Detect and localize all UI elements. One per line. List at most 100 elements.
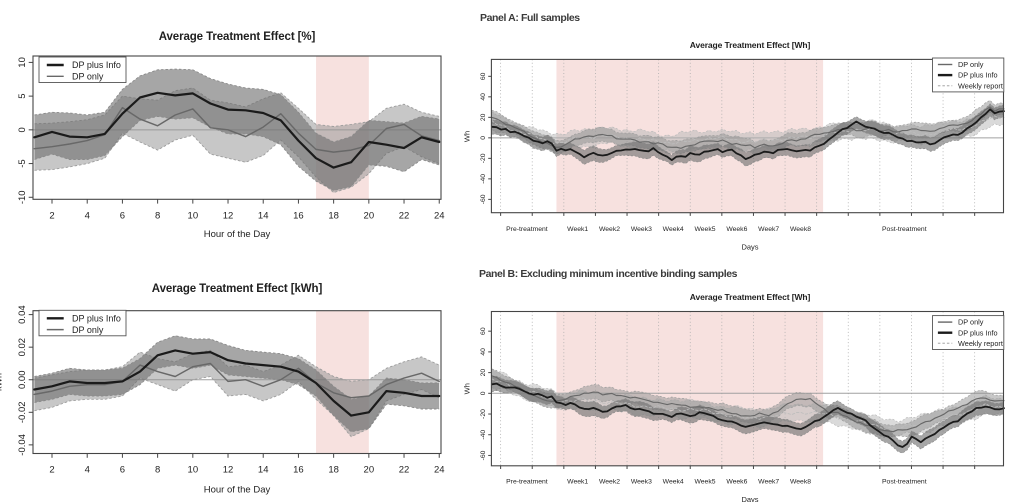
chart-ate-kwh: 2 4 6 8 10 12 14 16 18 20 22 24 -0.04 -0.02 0.00 0.02 0.… bbox=[0, 252, 460, 502]
legend-label-dp_plus_info: DP plus Info bbox=[958, 71, 998, 80]
legend-label-dp_only: DP only bbox=[958, 60, 984, 69]
series-line-weekly_report bbox=[491, 378, 1005, 430]
band-edge-dp_plus_info-upper bbox=[491, 103, 1005, 156]
band-edge-dp_only-upper bbox=[491, 368, 1005, 427]
ate-wh-panel-b-ylabel: Wh bbox=[463, 383, 472, 394]
plot-box bbox=[32, 55, 442, 200]
series-line-dp_only bbox=[33, 362, 440, 399]
band-edge-weekly_report-lower bbox=[491, 387, 1005, 439]
x-tick-label: 14 bbox=[258, 211, 269, 222]
y-tick-label: 0 bbox=[17, 127, 28, 132]
y-tick-label: -5 bbox=[17, 159, 28, 167]
x-tick-label: 18 bbox=[328, 464, 339, 475]
y-tick-label: 40 bbox=[480, 93, 487, 101]
x-tick-label: 24 bbox=[434, 464, 445, 475]
x-period-label: Week7 bbox=[758, 226, 779, 233]
plot-box bbox=[490, 310, 1005, 467]
y-tick-label: 40 bbox=[480, 348, 487, 356]
band-edge-dp_plus_info-lower bbox=[34, 364, 440, 433]
ate-percent-title: Average Treatment Effect [%] bbox=[159, 31, 316, 43]
x-period-label: Week3 bbox=[631, 479, 652, 486]
band-edge-dp_plus_info-lower bbox=[491, 115, 1005, 167]
ate-wh-panel-a-xlabel: Days bbox=[741, 243, 758, 252]
x-period-label: Post-treatment bbox=[882, 479, 927, 486]
ate-wh-panel-a-ylabel: Wh bbox=[463, 131, 472, 142]
x-period-label: Week5 bbox=[694, 226, 715, 233]
band-edge-weekly_report-upper bbox=[491, 369, 1005, 423]
x-period-label: Week6 bbox=[726, 479, 747, 486]
legend-label-dp_only: DP only bbox=[72, 71, 104, 81]
y-tick-label: 20 bbox=[480, 113, 487, 121]
band-dp_plus_info bbox=[34, 69, 440, 191]
legend-label-weekly_report: Weekly report bbox=[958, 81, 1003, 90]
y-tick-label: 0 bbox=[480, 136, 487, 140]
x-tick-label: 16 bbox=[293, 464, 304, 475]
band-edge-dp_only-lower bbox=[34, 132, 440, 194]
x-period-label: Week1 bbox=[567, 226, 588, 233]
x-period-label: Week4 bbox=[663, 479, 684, 486]
plot-box bbox=[490, 58, 1005, 214]
chart-ate-wh-panel-b: Pre-treatment Week1 Week2 Week3 Week4 Week5 We… bbox=[460, 252, 1024, 502]
y-tick-label: 0.04 bbox=[17, 305, 28, 323]
ate-kwh-xlabel: Hour of the Day bbox=[204, 484, 271, 495]
legend-box bbox=[38, 309, 127, 337]
y-tick-label: 5 bbox=[17, 93, 28, 98]
x-period-label: Week8 bbox=[790, 479, 811, 486]
x-period-label: Week2 bbox=[599, 226, 620, 233]
ate-wh-panel-b-xlabel: Days bbox=[741, 495, 758, 502]
x-period-label: Week3 bbox=[631, 226, 652, 233]
x-tick-label: 14 bbox=[258, 464, 269, 475]
y-tick-label: 60 bbox=[480, 327, 487, 335]
y-tick-label: 0.02 bbox=[17, 338, 28, 357]
x-tick-label: 12 bbox=[223, 211, 234, 222]
x-period-label: Week8 bbox=[790, 226, 811, 233]
legend-box bbox=[38, 56, 127, 83]
y-tick-label: 60 bbox=[480, 72, 487, 80]
chart-ate-percent: 2 4 6 8 10 12 14 16 18 20 22 24 -10 -5 0 5 10 Average Tre… bbox=[0, 0, 460, 252]
x-tick-label: 10 bbox=[188, 464, 199, 475]
y-tick-label: -60 bbox=[480, 450, 487, 460]
x-tick-label: 4 bbox=[85, 464, 90, 475]
x-tick-label: 8 bbox=[155, 211, 160, 222]
x-tick-label: 12 bbox=[223, 464, 234, 475]
legend-label-dp_plus_info: DP plus Info bbox=[958, 328, 998, 337]
ate-percent-xlabel: Hour of the Day bbox=[204, 229, 271, 240]
x-period-label: Week5 bbox=[694, 479, 715, 486]
x-tick-label: 20 bbox=[364, 464, 375, 475]
y-tick-label: 0 bbox=[480, 391, 487, 395]
x-period-label: Post-treatment bbox=[882, 226, 927, 233]
y-tick-label: 10 bbox=[17, 57, 28, 68]
y-tick-label: -60 bbox=[480, 194, 487, 204]
panel-b-heading: Panel B: Excluding minimum incentive bin… bbox=[479, 268, 738, 280]
x-period-label: Week4 bbox=[663, 226, 684, 233]
band-dp_plus_info bbox=[34, 335, 440, 432]
panel-a-heading: Panel A: Full samples bbox=[480, 11, 580, 24]
x-tick-label: 8 bbox=[155, 464, 160, 475]
x-period-label: Week6 bbox=[726, 226, 747, 233]
legend-label-weekly_report: Weekly report bbox=[958, 339, 1003, 348]
legend-label-dp_only: DP only bbox=[958, 318, 984, 327]
x-tick-label: 6 bbox=[120, 211, 125, 222]
legend-label-dp_plus_info: DP plus Info bbox=[72, 313, 121, 323]
x-period-label: Pre-treatment bbox=[506, 479, 548, 486]
legend-label-dp_plus_info: DP plus Info bbox=[72, 60, 121, 70]
y-tick-label: 20 bbox=[480, 369, 487, 377]
chart-ate-wh-panel-a-svg: Pre-treatment Week1 Week2 Week3 Week4 Week5 We… bbox=[463, 40, 1005, 252]
band-edge-dp_plus_info-upper bbox=[34, 68, 440, 143]
series-line-dp_plus_info bbox=[490, 382, 1005, 448]
x-tick-label: 2 bbox=[49, 211, 54, 222]
y-tick-label: -0.04 bbox=[17, 434, 28, 456]
band-edge-dp_plus_info-lower bbox=[34, 115, 440, 191]
y-tick-label: -40 bbox=[480, 174, 487, 184]
chart-ate-kwh-svg: 2 4 6 8 10 12 14 16 18 20 22 24-0.04-0.020.000.020.… bbox=[0, 283, 445, 495]
band-edge-dp_only-upper bbox=[491, 99, 1005, 143]
x-tick-label: 22 bbox=[399, 211, 410, 222]
y-tick-label: -0.02 bbox=[17, 401, 28, 423]
x-tick-label: 16 bbox=[293, 211, 304, 222]
series-line-dp_only bbox=[491, 106, 1005, 149]
y-tick-label: -20 bbox=[480, 153, 487, 163]
series-line-dp_only bbox=[491, 375, 1005, 433]
x-tick-label: 10 bbox=[188, 211, 199, 222]
